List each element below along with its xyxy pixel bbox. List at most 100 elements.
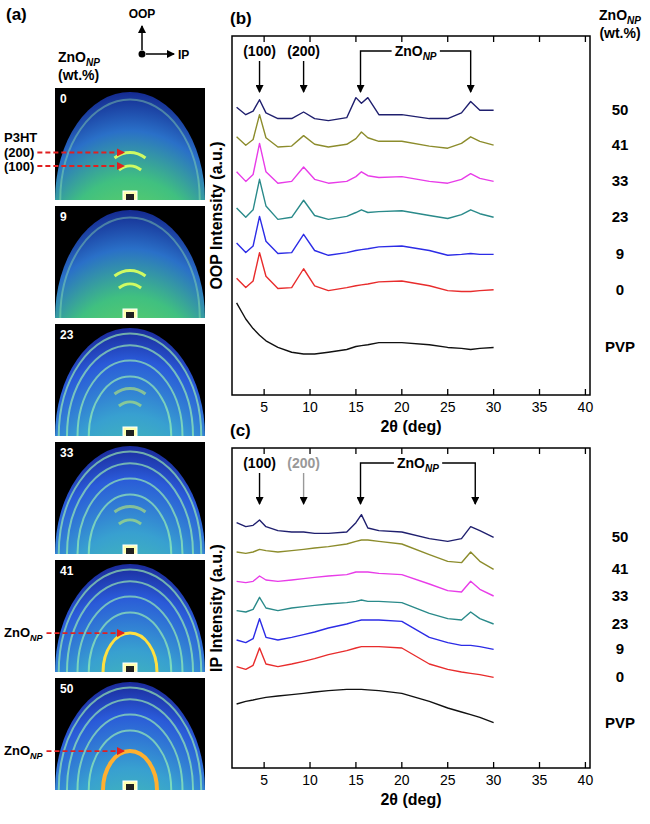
label-sub: NP [425,463,439,474]
giwaxs-image [55,442,205,554]
series-line [237,689,494,722]
series-line [237,98,494,121]
x-tick-label: 40 [578,772,594,788]
giwaxs-image [55,206,205,318]
x-tick-label: 20 [394,772,410,788]
x-tick [263,36,264,42]
x-axis-title: 2θ (deg) [380,418,441,435]
series-line [237,619,494,650]
x-tick [355,389,356,395]
annotation-arrow [361,51,392,92]
x-axis-title: 2θ (deg) [380,791,441,808]
panel-label: 23 [60,328,74,342]
x-tick [585,36,586,42]
annotation: (200) [287,455,320,471]
zno-ring [103,751,157,790]
panel-label: 0 [60,92,67,106]
axis-origin [139,51,146,58]
giwaxs-image [55,560,205,672]
series-line [237,253,494,292]
series-label: 33 [612,587,629,604]
p3ht-arc [119,284,141,288]
x-tick [401,36,402,42]
x-tick [585,448,586,454]
x-tick-label: 5 [260,399,268,415]
series-line [237,540,494,569]
diffraction-ring [78,360,183,436]
x-tick-label: 40 [578,399,594,415]
scatter-dome [55,682,205,790]
label: ZnONP [599,7,641,26]
x-tick [401,448,402,454]
diffraction-ring [89,613,172,672]
label-sub: NP [30,633,43,643]
axis-name: IP [178,48,189,62]
diffraction-ring [67,463,193,554]
diffraction-ring [89,377,172,436]
series-label: 33 [612,172,629,189]
label: ZnONP [4,625,43,643]
series-label: 50 [612,101,629,118]
diffraction-ring [67,699,193,790]
beam-stop [123,781,137,790]
scatter-dome [55,210,205,318]
label-main: ZnO [397,455,425,471]
series-line [237,216,494,255]
annotation: (100) [4,159,34,174]
beam-stop-core [126,548,134,554]
annotation-arrow [361,463,394,504]
x-tick [539,448,540,454]
p3ht-arc [119,520,141,524]
label: ZnONP [58,49,100,68]
diffraction-ring [67,345,193,436]
label-main: ZnO [4,743,30,758]
scatter-dome [55,328,205,436]
x-tick [263,389,264,395]
x-tick-label: 15 [348,399,364,415]
series-label: 23 [612,208,629,225]
series-label: 23 [612,615,629,632]
annotation-arrow [442,463,475,504]
diffraction-ring [78,714,183,790]
beam-stop-core [126,312,134,318]
label-main: ZnO [395,43,423,59]
axis-arrow [146,53,174,55]
x-tick [309,389,310,395]
annotation-arrow [37,165,124,167]
series-label: 0 [616,668,624,685]
x-tick [585,762,586,768]
annotation: (200) [287,43,320,59]
beam-stop-core [126,194,134,200]
x-tick-label: 25 [440,399,456,415]
x-tick [447,448,448,454]
series-label: 41 [612,560,629,577]
p3ht-arc [115,270,146,276]
series-label: 9 [616,245,624,262]
diffraction-ring [59,451,202,554]
plot-frame [232,448,590,768]
diffraction-ring [78,478,183,554]
annotation-arrow [46,750,124,752]
annotation-arrow [303,473,304,504]
annotation: (100) [243,455,276,471]
label: ZnONP [4,743,43,761]
series-line [237,515,494,542]
annotation-arrow [259,61,260,92]
series-label: PVP [605,338,635,355]
annotation-arrow [37,152,124,154]
series-label: 50 [612,528,629,545]
annotation-arrow [259,473,260,504]
label-main: ZnO [58,49,86,65]
x-tick [493,762,494,768]
series-line [237,647,494,678]
diffraction-ring [60,218,200,318]
series-line [237,572,494,596]
x-tick [493,448,494,454]
series-line [237,143,494,183]
plot-frame [232,36,590,395]
x-tick-label: 5 [260,772,268,788]
beam-stop [123,427,137,436]
panel-label: 41 [60,564,74,578]
y-axis-title: OOP Intensity (a.u.) [208,141,225,289]
series-line [237,115,494,149]
